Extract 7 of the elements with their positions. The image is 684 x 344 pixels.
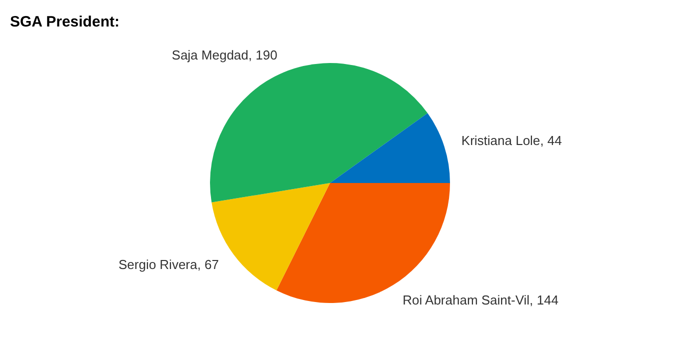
- slice-label: Roi Abraham Saint-Vil, 144: [402, 292, 558, 308]
- pie-slice: [210, 63, 428, 202]
- slice-label: Sergio Rivera, 67: [118, 256, 219, 272]
- chart-title: SGA President:: [10, 13, 120, 30]
- slice-label: Saja Megdad, 190: [172, 47, 278, 62]
- pie-slice: [330, 113, 450, 183]
- slice-label: Kristiana Lole, 44: [461, 132, 562, 148]
